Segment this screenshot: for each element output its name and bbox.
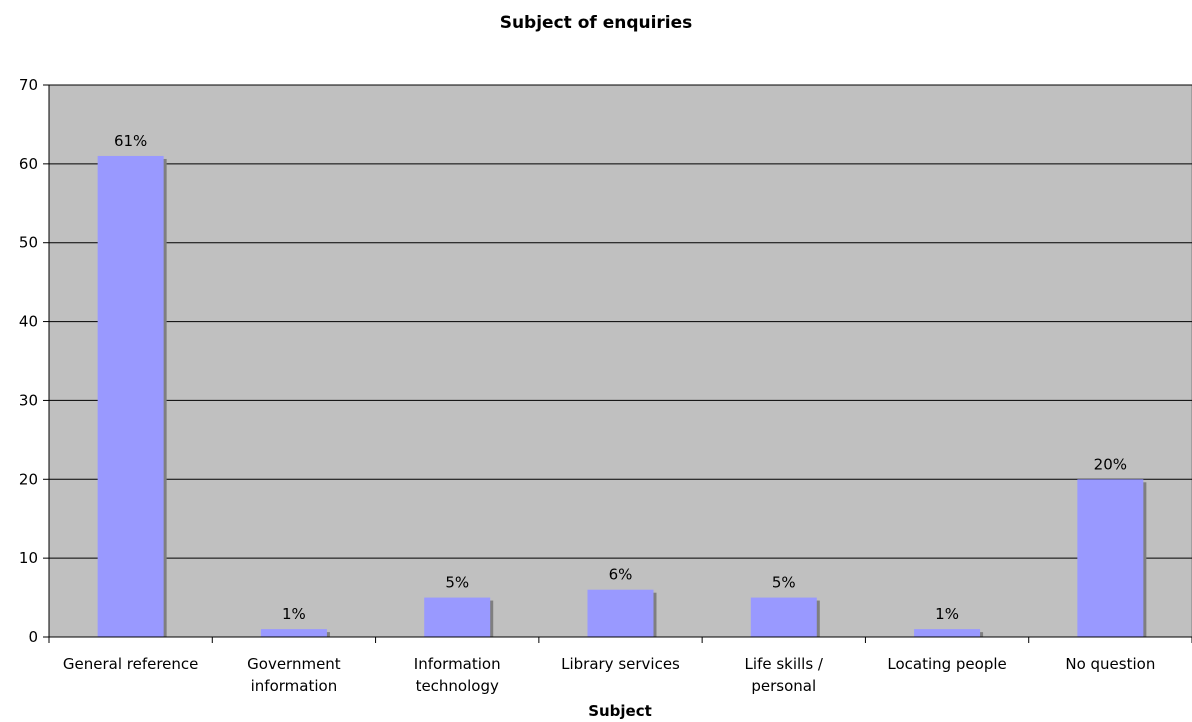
y-tick-label: 60 — [19, 155, 38, 173]
x-tick-label: Library services — [561, 655, 680, 673]
bar — [260, 629, 327, 637]
gridlines — [49, 84, 1192, 559]
data-label: 1% — [935, 605, 959, 623]
bar — [587, 589, 654, 637]
axes: 0 10 20 30 40 50 60 70 — [19, 76, 1192, 646]
x-tick-label: No question — [1065, 655, 1155, 673]
bar — [424, 597, 491, 637]
y-tick-label: 70 — [19, 76, 38, 94]
y-tick-label: 10 — [19, 549, 38, 567]
x-tick-label: Information — [414, 655, 501, 673]
bar — [750, 597, 817, 637]
data-label: 1% — [282, 605, 306, 623]
data-label: 5% — [772, 574, 796, 592]
chart-title: Subject of enquiries — [499, 13, 693, 33]
y-tick-label: 40 — [19, 313, 38, 331]
data-label: 20% — [1094, 455, 1127, 473]
data-label: 5% — [445, 574, 469, 592]
x-tick-label: information — [251, 677, 338, 695]
y-tick-label: 30 — [19, 391, 38, 409]
x-tick-label: Life skills / — [745, 655, 824, 673]
data-label: 61% — [114, 132, 147, 150]
x-tick-label: personal — [751, 677, 816, 695]
bar — [914, 629, 981, 637]
bars — [97, 155, 1147, 637]
x-tick-label: Government — [247, 655, 341, 673]
x-tick-label: technology — [416, 677, 499, 695]
data-label: 6% — [609, 566, 633, 584]
y-tick-label: 0 — [28, 628, 38, 646]
bar — [97, 155, 164, 637]
x-axis-title: Subject — [588, 702, 652, 720]
y-tick-label: 20 — [19, 470, 38, 488]
labels: 61% General reference 1% Government informat… — [63, 132, 1155, 695]
x-tick-label: Locating people — [887, 655, 1006, 673]
y-tick-label: 50 — [19, 234, 38, 252]
bar — [1077, 479, 1144, 637]
x-tick-label: General reference — [63, 655, 199, 673]
plot-area — [48, 84, 1192, 638]
